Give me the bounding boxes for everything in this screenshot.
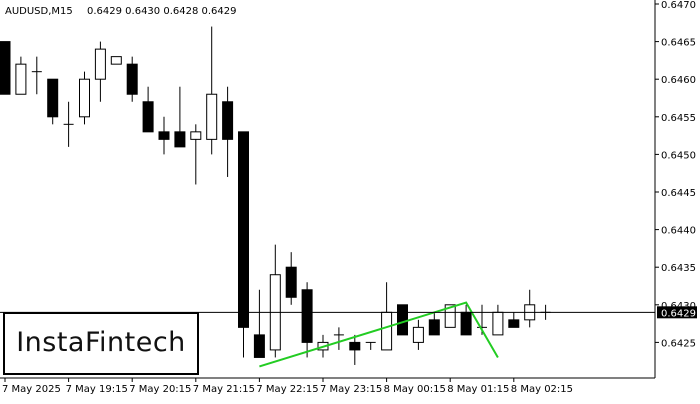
y-tick-label: 0.6455: [661, 113, 696, 124]
candle: [222, 86, 234, 177]
x-tick-label: 7 May 21:15: [193, 384, 255, 395]
candle: [126, 56, 138, 102]
y-tick-label: 0.6445: [661, 188, 696, 199]
current-price-label: 0.6429: [661, 308, 696, 319]
candle-body-bear: [238, 131, 249, 328]
candle-body-bear: [158, 131, 170, 140]
candle-body-bear: [428, 319, 440, 336]
y-tick-label: 0.6450: [661, 150, 696, 161]
candle-body-bear: [222, 101, 234, 140]
candle-body-bull: [381, 311, 393, 351]
candle: [444, 304, 456, 328]
y-tick-label: 0.6430: [661, 301, 696, 312]
candle-body-bear: [142, 101, 154, 133]
candle-body-bear: [397, 304, 408, 336]
x-tick-label: 7 May 19:15: [66, 384, 128, 395]
y-tick-label: 0.6435: [661, 263, 696, 274]
candle-body-bull: [190, 131, 202, 140]
y-tick-label: 0.6470: [661, 0, 696, 11]
candle: [524, 289, 536, 328]
candle-body-bear: [460, 311, 472, 336]
pattern-line: [259, 301, 499, 368]
x-tick-label: 7 May 23:15: [320, 384, 382, 395]
candle-body-bear: [126, 63, 138, 95]
candle-body-bear: [47, 78, 59, 118]
x-tick-label: 8 May 02:15: [511, 384, 573, 395]
current-price-tag: [657, 306, 697, 319]
candle: [269, 244, 281, 358]
candle: [365, 341, 376, 350]
y-tick-label: 0.6425: [661, 338, 696, 349]
chart-header-symbol: AUDUSD,M15: [5, 6, 73, 17]
candle: [110, 56, 122, 65]
candle: [79, 71, 90, 125]
y-tick-label: 0.6465: [661, 38, 696, 49]
candle-body-bull: [110, 56, 122, 65]
candle: [412, 319, 424, 350]
candle: [333, 327, 344, 350]
candle: [15, 56, 27, 95]
candle: [206, 26, 218, 155]
candle-body-bear: [508, 319, 520, 328]
candle: [492, 304, 504, 336]
x-tick-label: 7 May 2025: [2, 384, 61, 395]
candle: [285, 252, 297, 305]
x-tick-label: 7 May 20:15: [129, 384, 191, 395]
candle-body-bear: [174, 131, 186, 148]
candle-body-bull: [492, 311, 504, 336]
candle: [301, 282, 313, 358]
candle: [31, 56, 42, 95]
candle: [190, 124, 202, 185]
candle: [142, 86, 154, 133]
candle-body-bull: [94, 48, 106, 80]
x-tick-label: 7 May 22:15: [256, 384, 318, 395]
x-tick-label: 8 May 01:15: [447, 384, 509, 395]
candle: [63, 101, 74, 147]
candle-body-bull: [412, 326, 424, 343]
candle: [397, 304, 408, 336]
candle: [349, 334, 361, 365]
candle-body-bull: [206, 93, 218, 140]
candle: [94, 41, 106, 102]
candle-body-bull: [15, 63, 27, 95]
candle: [0, 41, 11, 95]
candle-body-bull: [444, 304, 456, 328]
chart-header-ohlc: 0.6429 0.6430 0.6428 0.6429: [87, 6, 237, 17]
candle: [508, 312, 520, 328]
logo-text: InstaFintech: [16, 327, 186, 358]
candle-body-bear: [0, 41, 11, 95]
candle: [428, 312, 440, 336]
y-tick-label: 0.6460: [661, 75, 696, 86]
x-tick-label: 8 May 00:15: [384, 384, 446, 395]
candle: [158, 116, 170, 155]
candle: [238, 131, 249, 358]
y-tick-label: 0.6440: [661, 226, 696, 237]
candle: [174, 86, 186, 148]
candle-body-bear: [253, 334, 265, 358]
instafintech-logo: InstaFintech: [3, 312, 199, 375]
candle: [381, 282, 393, 351]
candle: [253, 289, 265, 358]
candle: [47, 78, 59, 125]
candle-body-bear: [285, 266, 297, 298]
candle-body-bull: [79, 78, 90, 118]
candle-body-bear: [349, 341, 361, 351]
candle-body-bear: [301, 289, 313, 343]
